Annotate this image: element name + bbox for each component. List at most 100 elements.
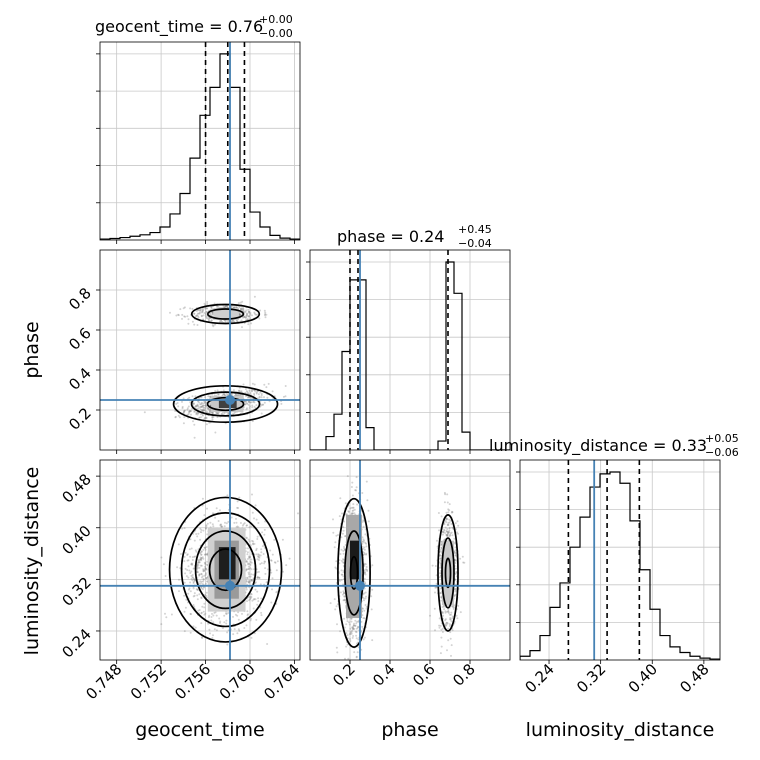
scatter-luminosity-vs-geocent-time-point [208,628,211,631]
scatter-luminosity-vs-geocent-time-point [183,581,186,584]
scatter-phase-vs-geocent-time-point [184,315,187,318]
scatter-phase-vs-geocent-time-point [203,302,206,305]
scatter-phase-vs-geocent-time-point [182,397,185,400]
scatter-phase-vs-geocent-time-point [263,396,265,399]
scatter-phase-vs-geocent-time-point [255,391,258,394]
scatter-luminosity-vs-geocent-time-point [189,612,192,615]
scatter-luminosity-vs-phase-point [349,627,352,630]
scatter-phase-vs-geocent-time-point [203,406,206,409]
scatter-luminosity-vs-phase-point [365,682,367,684]
scatter-phase-vs-geocent-time-point [253,401,256,404]
scatter-luminosity-vs-geocent-time-point [201,575,204,578]
scatter-luminosity-vs-geocent-time-point [200,550,203,553]
scatter-phase-vs-geocent-time-point [213,323,216,326]
xtick-phase-label-2: 0.6 [409,660,439,690]
scatter-phase-vs-geocent-time-point [216,305,218,308]
scatter-phase-vs-geocent-time-point [204,401,207,404]
scatter-luminosity-vs-geocent-time-point [255,549,258,552]
scatter-luminosity-vs-geocent-time-point [204,562,207,565]
scatter-luminosity-vs-phase-point [339,630,342,633]
scatter-luminosity-vs-phase-point [450,531,453,534]
scatter-luminosity-vs-phase-point [363,592,366,595]
scatter-luminosity-vs-phase-point [347,657,350,660]
xlabel-luminosity-distance: luminosity_distance [526,719,715,741]
scatter-luminosity-vs-geocent-time-point [288,557,291,560]
scatter-luminosity-vs-phase-point [340,536,343,539]
scatter-luminosity-vs-phase-point [454,593,457,596]
scatter-luminosity-vs-geocent-time-point [205,591,208,594]
scatter-phase-vs-geocent-time-point [224,305,227,308]
scatter-luminosity-vs-phase-point [444,619,447,622]
scatter-phase-vs-geocent-time-point [181,313,184,316]
scatter-luminosity-vs-phase-point [365,542,368,545]
scatter-luminosity-vs-geocent-time-point [184,551,187,554]
scatter-phase-vs-geocent-time-point [174,416,177,419]
scatter-luminosity-vs-phase-point [352,624,355,627]
scatter-luminosity-vs-geocent-time-point [262,553,265,555]
scatter-phase-vs-geocent-time-point [211,311,214,314]
scatter-phase-vs-geocent-time-point [207,395,210,398]
scatter-luminosity-vs-phase-point [439,562,442,565]
scatter-luminosity-vs-phase-point [353,651,356,654]
scatter-phase-vs-geocent-time-point [247,392,250,395]
scatter-phase-vs-geocent-time-point [198,406,201,409]
scatter-luminosity-vs-geocent-time-point [239,522,242,524]
scatter-luminosity-vs-geocent-time-point [190,574,193,577]
scatter-luminosity-vs-geocent-time-point [247,563,250,566]
scatter-luminosity-vs-geocent-time-point [196,588,199,591]
scatter-luminosity-vs-geocent-time-point [247,565,250,568]
scatter-luminosity-vs-phase-point [450,523,453,525]
scatter-phase-vs-geocent-time-point [189,401,192,404]
scatter-luminosity-vs-phase-point [454,573,457,575]
scatter-luminosity-vs-geocent-time-point [200,557,203,560]
scatter-luminosity-vs-geocent-time-point [176,566,179,569]
scatter-luminosity-vs-geocent-time-point [246,576,248,579]
scatter-phase-vs-geocent-time-point [232,306,235,309]
scatter-luminosity-vs-geocent-time-point [264,520,267,523]
scatter-phase-vs-geocent-time-point [249,312,252,314]
scatter-phase-vs-geocent-time-point [207,318,210,321]
scatter-phase-vs-geocent-time-point [217,393,220,396]
scatter-luminosity-vs-phase-point [350,631,353,634]
scatter-luminosity-vs-phase-point [340,548,343,551]
scatter-phase-vs-geocent-time-point [143,411,146,414]
scatter-luminosity-vs-phase-point [450,644,453,647]
scatter-luminosity-vs-geocent-time-point [225,612,227,615]
scatter-luminosity-vs-phase-point [342,571,345,574]
scatter-phase-vs-geocent-time-point [202,318,205,321]
scatter-luminosity-vs-phase-point [342,529,345,532]
scatter-luminosity-vs-geocent-time-point [202,569,205,572]
scatter-luminosity-vs-geocent-time-point [187,576,190,579]
scatter-luminosity-vs-phase-point [446,534,449,537]
scatter-luminosity-vs-geocent-time-point [232,615,234,618]
scatter-luminosity-vs-geocent-time-point [219,621,221,624]
scatter-luminosity-vs-phase-point [353,512,356,515]
scatter-luminosity-vs-geocent-time-point [196,571,198,574]
scatter-luminosity-vs-geocent-time-point [197,564,200,566]
scatter-phase-vs-geocent-time-point [210,306,213,309]
scatter-phase-vs-geocent-time-point [205,307,208,310]
scatter-luminosity-vs-phase-point [364,573,367,576]
scatter-phase-vs-geocent-time-point [201,413,204,416]
scatter-luminosity-vs-phase-point [441,606,444,608]
scatter-luminosity-vs-geocent-time-point [198,609,201,611]
scatter-luminosity-vs-geocent-time-point [215,629,218,632]
scatter-luminosity-vs-geocent-time-point [202,570,205,573]
scatter-luminosity-vs-phase-point [451,605,454,608]
scatter-luminosity-vs-phase-point [452,608,455,610]
scatter-luminosity-vs-phase-point [442,531,445,534]
scatter-luminosity-vs-phase-point [363,546,366,549]
scatter-phase-vs-geocent-time-point [223,306,226,309]
scatter-luminosity-vs-geocent-time-point [281,538,284,541]
scatter-luminosity-vs-geocent-time-point [193,592,196,595]
scatter-luminosity-vs-geocent-time-point [203,586,205,589]
scatter-phase-vs-geocent-time-point [202,314,205,317]
scatter-luminosity-vs-phase-point [362,538,365,541]
scatter-phase-vs-geocent-time-point [204,416,207,419]
scatter-luminosity-vs-geocent-time-point [213,611,216,614]
scatter-luminosity-vs-phase-point [355,489,357,492]
scatter-luminosity-vs-phase-point [445,621,448,624]
scatter-luminosity-vs-geocent-time-point [186,559,189,562]
scatter-phase-vs-geocent-time-point [174,415,177,418]
scatter-luminosity-vs-phase-point [335,560,338,563]
